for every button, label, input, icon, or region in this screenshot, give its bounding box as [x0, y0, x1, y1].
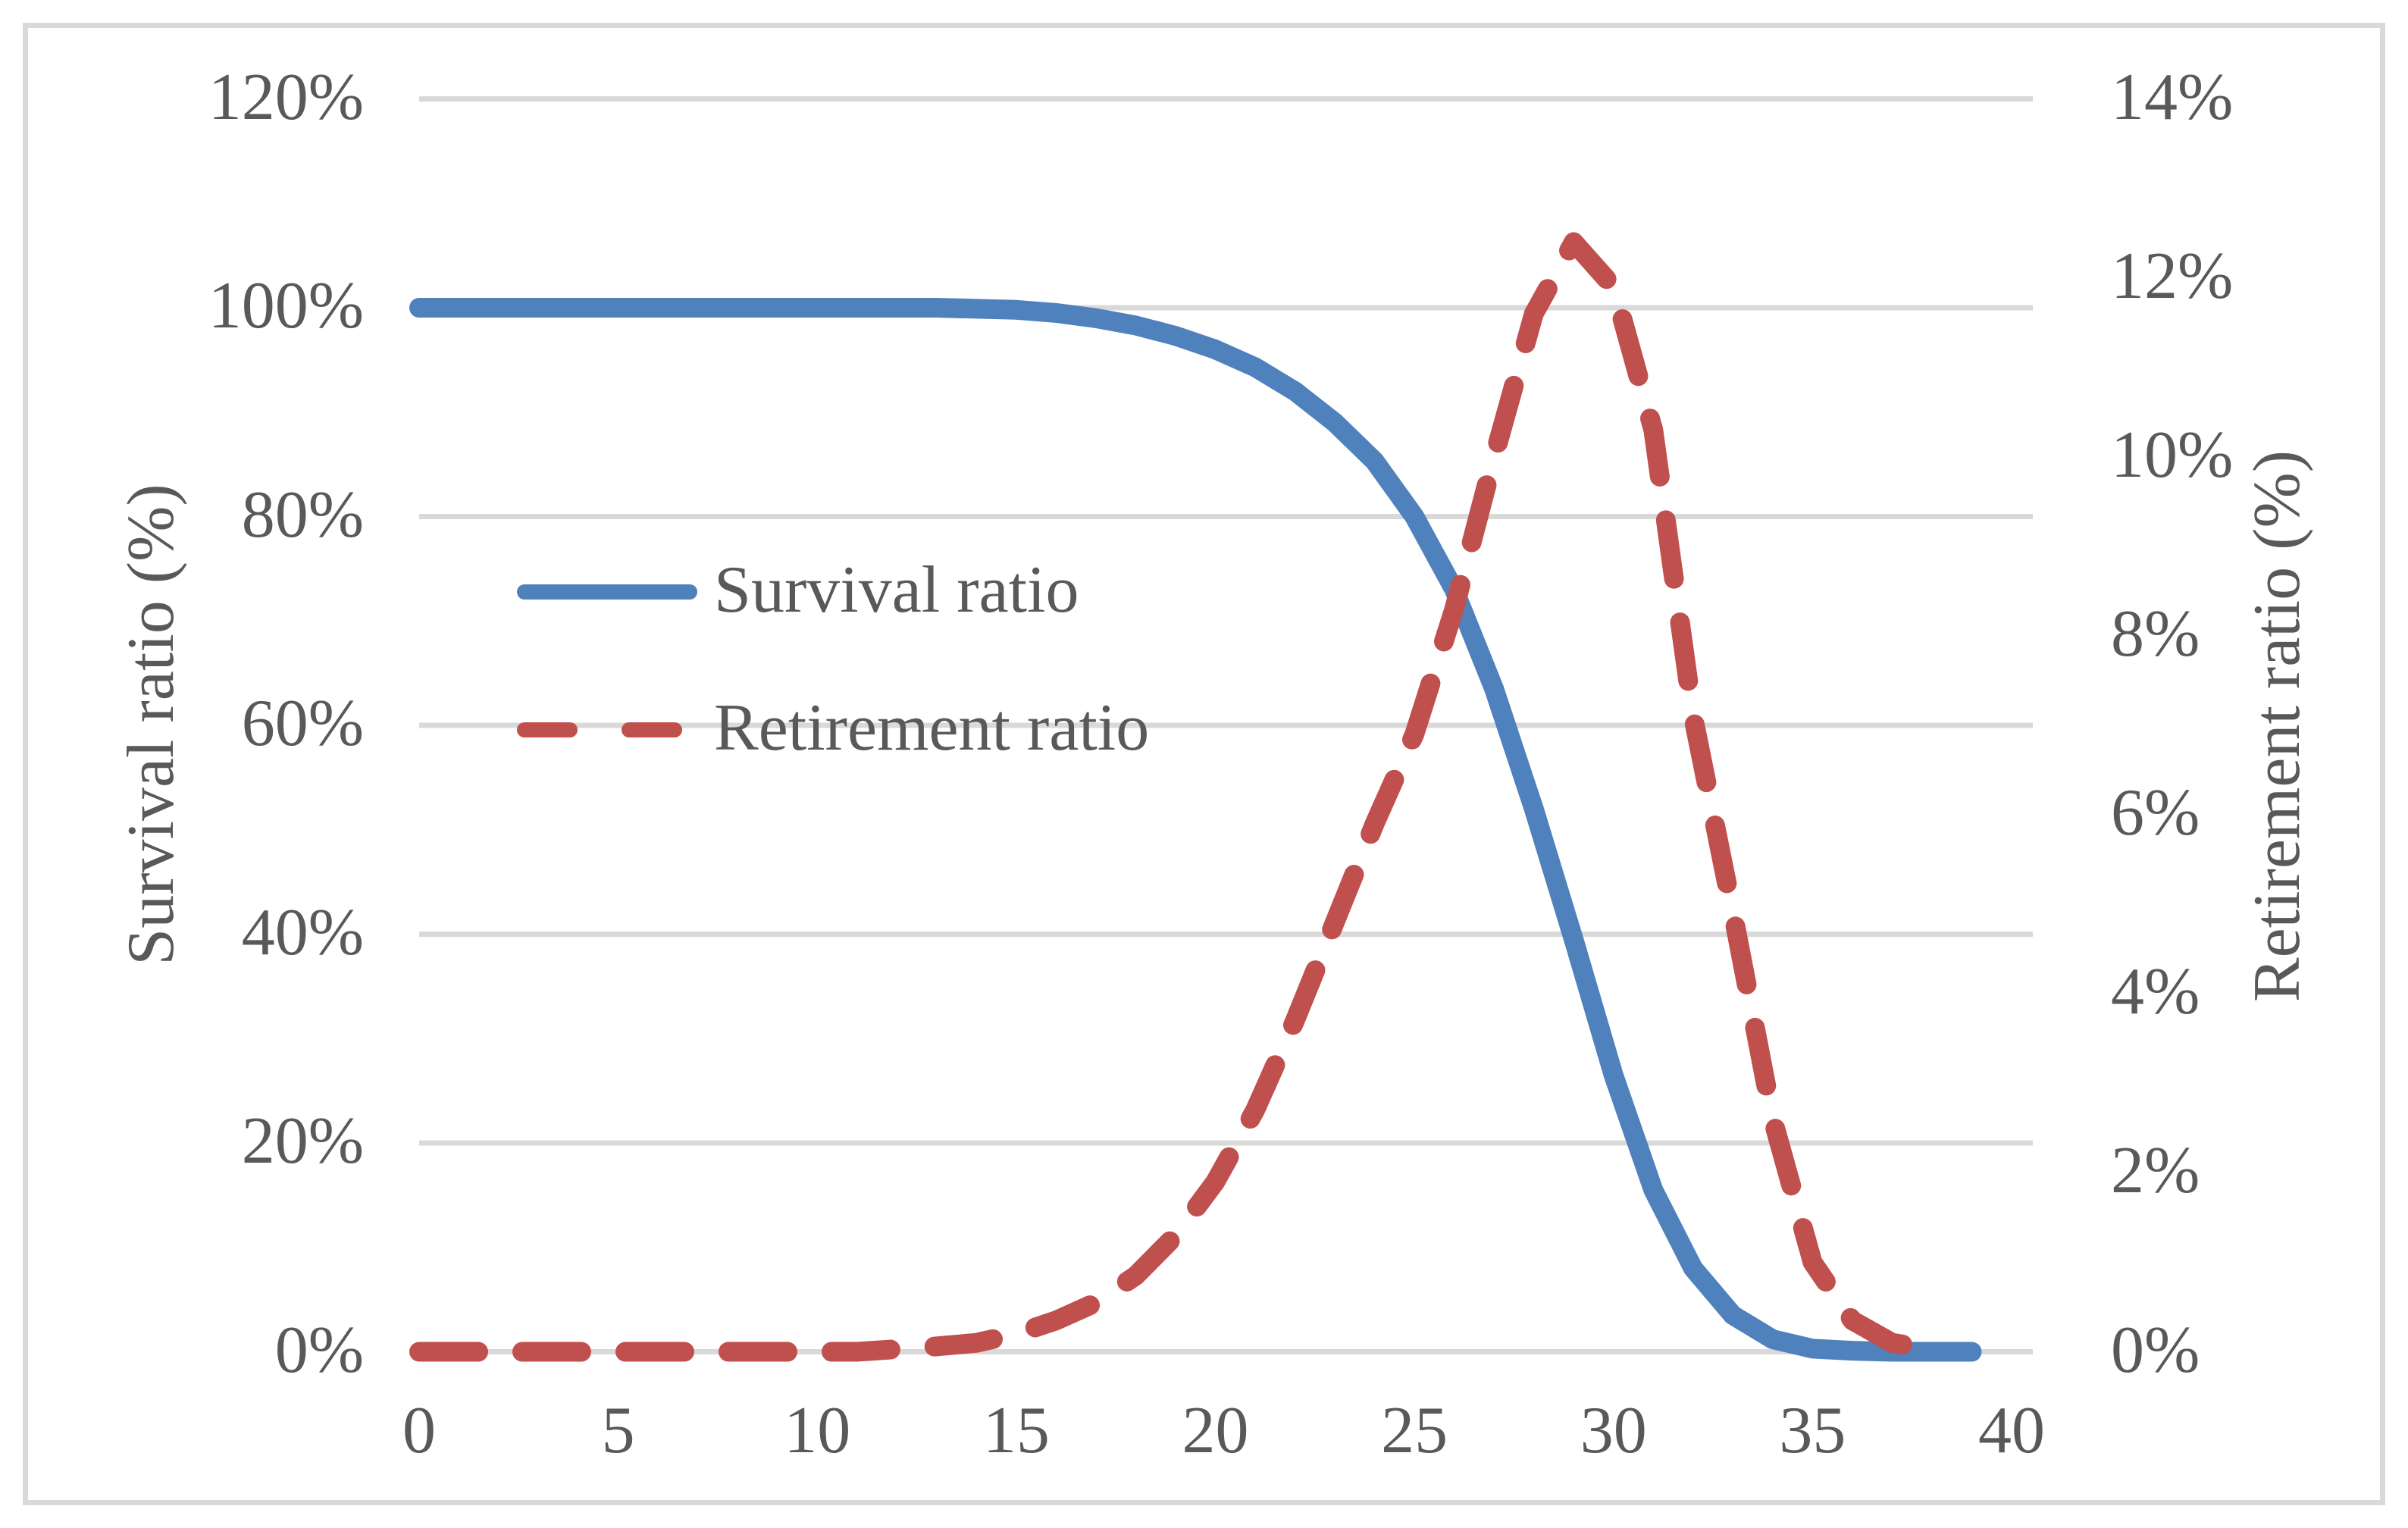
x-axis-tick-label: 25 — [1381, 1394, 1448, 1467]
right-axis-tick-label: 12% — [2111, 239, 2234, 313]
legend-dash-icon — [622, 722, 682, 737]
left-axis-tick-label: 100% — [208, 269, 364, 343]
left-axis-tick-label: 40% — [241, 895, 364, 969]
left-axis-tick-label: 20% — [241, 1104, 364, 1179]
right-axis-tick-label: 4% — [2111, 955, 2200, 1029]
legend-label-retirement: Retirement ratio — [714, 691, 1150, 766]
legend-dash-icon — [517, 722, 578, 737]
right-axis-tick-label: 8% — [2111, 597, 2200, 672]
figure-border — [23, 23, 2385, 1505]
survival-ratio-line — [409, 298, 1982, 1362]
right-axis-tick-label: 6% — [2111, 776, 2200, 850]
right-axis-tick-label: 2% — [2111, 1134, 2200, 1208]
left-axis-tick-label: 60% — [241, 687, 364, 761]
x-axis-tick-label: 0 — [402, 1394, 436, 1467]
right-axis-tick-label: 10% — [2111, 418, 2234, 493]
left-axis-title: Survival ratio (%) — [114, 484, 188, 966]
x-axis-tick-label: 30 — [1580, 1394, 1647, 1467]
legend-label-survival: Survival ratio — [714, 553, 1079, 628]
left-axis-tick-label: 80% — [241, 478, 364, 552]
x-axis-tick-label: 15 — [982, 1394, 1050, 1467]
legend-swatch-survival-line — [517, 584, 697, 600]
right-axis-tick-label: 0% — [2111, 1313, 2200, 1387]
legend-swatch-retirement-line — [517, 722, 697, 737]
retirement-ratio-line — [409, 232, 1942, 1362]
x-axis-tick-label: 5 — [601, 1394, 635, 1467]
left-axis-tick-label: 0% — [274, 1313, 364, 1387]
left-axis-tick-label: 120% — [208, 60, 364, 134]
x-axis-tick-label: 10 — [784, 1394, 851, 1467]
right-axis-title: Retirement ratio (%) — [2240, 449, 2314, 1003]
x-axis-tick-label: 40 — [1978, 1394, 2045, 1467]
x-axis-tick-label: 20 — [1182, 1394, 1249, 1467]
right-axis-tick-label: 14% — [2111, 60, 2234, 134]
x-axis-tick-label: 35 — [1779, 1394, 1846, 1467]
